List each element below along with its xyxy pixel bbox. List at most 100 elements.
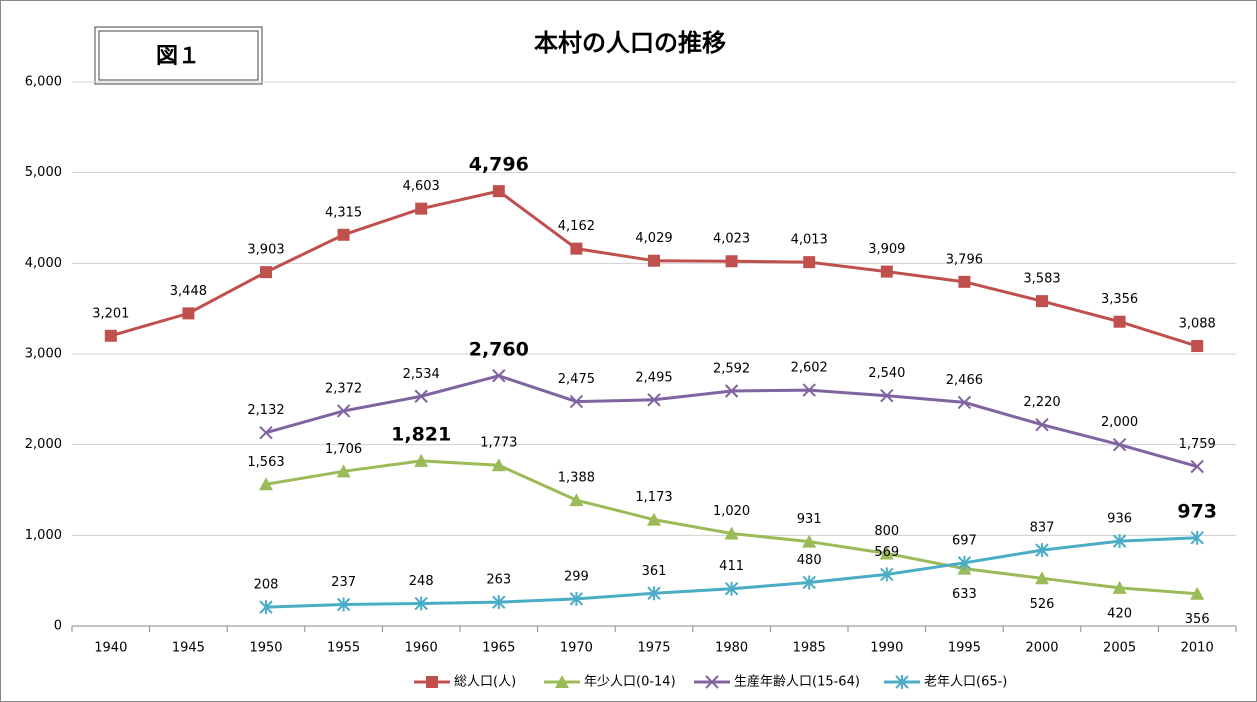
value-label: 480 [797, 553, 822, 568]
marker-shape [647, 586, 661, 601]
marker-shape [569, 591, 584, 606]
value-label: 2,132 [247, 403, 284, 418]
marker-shape [879, 546, 894, 560]
legend-label: 生産年齢人口(15-64) [734, 674, 860, 690]
value-label: 3,088 [1179, 317, 1216, 332]
marker-shape [1035, 543, 1049, 558]
x-tick-label: 1990 [870, 641, 903, 656]
marker [802, 575, 816, 590]
marker-shape [724, 526, 739, 540]
marker [569, 394, 584, 409]
marker [880, 265, 893, 278]
marker-shape [336, 597, 351, 612]
marker-shape [880, 265, 893, 278]
marker [492, 595, 506, 610]
marker [895, 675, 909, 689]
marker [1112, 534, 1127, 549]
value-label: 4,029 [635, 231, 672, 246]
x-tick-label: 2000 [1025, 641, 1058, 656]
value-label: 4,315 [325, 205, 362, 220]
value-label: 2,760 [469, 338, 529, 360]
marker-shape [1191, 340, 1204, 353]
y-tick-label: 2,000 [25, 437, 62, 452]
marker-shape [647, 393, 661, 407]
marker [414, 596, 428, 611]
marker [259, 600, 273, 615]
value-label: 3,356 [1101, 292, 1138, 307]
value-label: 931 [797, 512, 822, 527]
x-tick-label: 1950 [249, 641, 282, 656]
legend-item: 老年人口(65-) [884, 675, 1007, 690]
value-label: 237 [331, 575, 356, 590]
value-label: 1,773 [480, 436, 517, 451]
marker-shape [260, 266, 272, 279]
value-label: 4,013 [791, 233, 828, 248]
value-label: 936 [1107, 512, 1132, 527]
marker-shape [337, 228, 350, 241]
value-label: 2,475 [558, 372, 595, 387]
marker [724, 526, 739, 540]
x-tick-label: 1955 [327, 641, 360, 656]
marker [491, 458, 506, 472]
value-label: 2,466 [946, 373, 983, 388]
marker [1036, 295, 1048, 308]
marker [259, 477, 273, 491]
x-tick-label: 1980 [715, 641, 748, 656]
marker-shape [414, 453, 429, 467]
marker [414, 453, 429, 467]
marker-shape [880, 567, 894, 582]
x-tick-label: 2010 [1181, 641, 1214, 656]
marker-shape [569, 493, 584, 507]
legend-label: 総人口(人) [454, 675, 516, 690]
value-label: 356 [1185, 612, 1210, 627]
value-label: 2,220 [1023, 395, 1060, 410]
x-tick-label: 1945 [172, 641, 205, 656]
value-label: 1,706 [325, 442, 362, 457]
y-tick-label: 4,000 [25, 256, 62, 271]
marker [415, 202, 428, 215]
marker [1113, 315, 1126, 328]
marker-shape [570, 242, 583, 255]
marker [803, 256, 816, 269]
legend-item: 年少人口(0-14) [544, 675, 676, 690]
y-tick-label: 5,000 [25, 165, 62, 180]
value-label: 1,388 [558, 471, 595, 486]
marker [1190, 459, 1204, 474]
marker [802, 383, 816, 397]
marker-shape [259, 477, 273, 491]
value-label: 2,495 [635, 370, 672, 385]
marker-shape [491, 458, 506, 472]
marker [492, 369, 506, 383]
marker-shape [1190, 530, 1204, 545]
marker-shape [1036, 295, 1048, 308]
marker [725, 255, 738, 268]
value-label: 4,023 [713, 232, 750, 247]
value-label: 2,602 [791, 361, 828, 376]
x-tick-label: 1975 [637, 641, 670, 656]
marker [1035, 543, 1049, 558]
value-label: 3,796 [946, 252, 983, 267]
value-label: 569 [874, 545, 899, 560]
marker-shape [492, 595, 506, 610]
marker [1190, 530, 1204, 545]
marker-shape [1190, 459, 1204, 474]
marker [569, 591, 584, 606]
marker [569, 493, 584, 507]
marker [1190, 586, 1205, 600]
x-tick-label: 1985 [793, 641, 826, 656]
marker [259, 425, 273, 440]
marker-shape [802, 534, 817, 548]
value-label: 208 [254, 578, 279, 593]
marker [647, 586, 661, 601]
value-label: 1,563 [247, 455, 284, 470]
marker [724, 581, 739, 596]
marker [647, 512, 661, 526]
marker-shape [1035, 418, 1049, 432]
value-label: 526 [1030, 597, 1055, 612]
marker-shape [725, 255, 738, 268]
chart-title: 本村の人口の推移 [534, 29, 726, 57]
figure-label: 図１ [156, 44, 200, 69]
value-label: 2,592 [713, 361, 750, 376]
marker-shape [958, 275, 971, 288]
